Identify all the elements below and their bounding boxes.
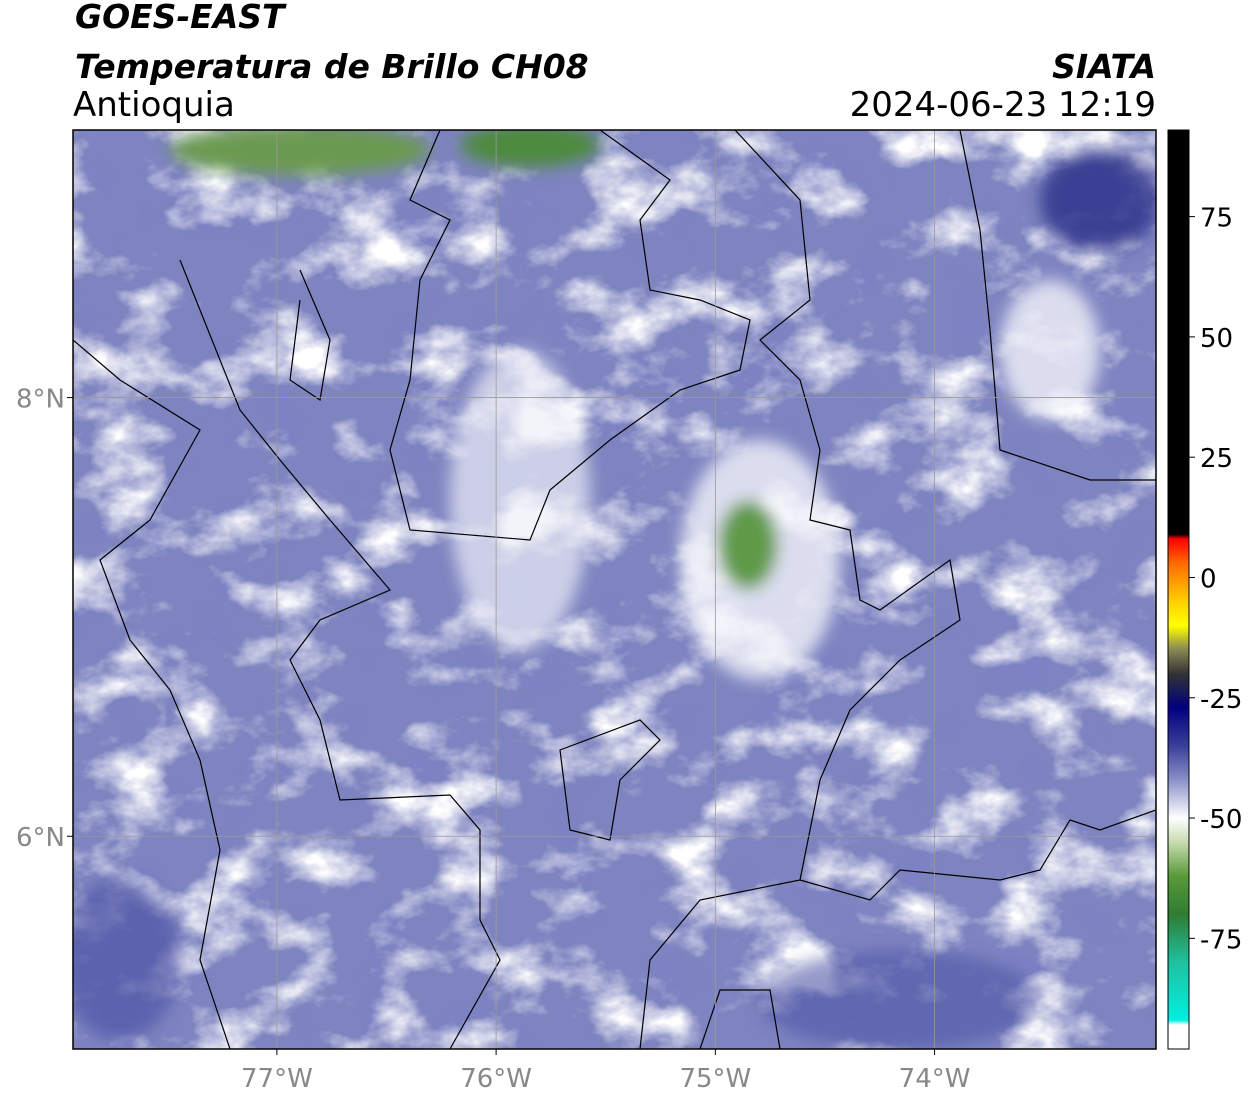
title: GOES-EAST [75, 0, 287, 36]
y-tick-label: 6°N [16, 823, 65, 853]
x-tick-label: 75°W [679, 1064, 751, 1094]
x-tick-label: 76°W [460, 1064, 532, 1094]
colorbar-tick-label: -75 [1200, 925, 1242, 955]
colorbar [1167, 129, 1190, 1050]
colorbar-tick-label: -50 [1200, 805, 1242, 835]
colorbar-tick-label: 75 [1200, 204, 1233, 234]
borders [73, 130, 1156, 1049]
map-cloud-layer [73, 130, 1156, 1049]
colorbar-tick-label: 0 [1200, 564, 1217, 594]
map-image [73, 130, 1156, 1049]
colorbar-tick-label: -25 [1200, 685, 1242, 715]
subtitle: Temperatura de Brillo CH08 [75, 47, 589, 86]
x-tick-label: 77°W [241, 1064, 313, 1094]
map-features [73, 130, 1156, 1049]
map-frame [72, 129, 1157, 1050]
colorbar-tick-label: 50 [1200, 324, 1233, 354]
colorbar-tick-label: 25 [1200, 444, 1233, 474]
source: SIATA [1052, 47, 1156, 86]
y-tick-label: 8°N [16, 385, 65, 415]
datetime: 2024-06-23 12:19 [850, 85, 1156, 125]
grid [73, 130, 1156, 1049]
x-tick-label: 74°W [899, 1064, 971, 1094]
region: Antioquia [73, 85, 235, 125]
